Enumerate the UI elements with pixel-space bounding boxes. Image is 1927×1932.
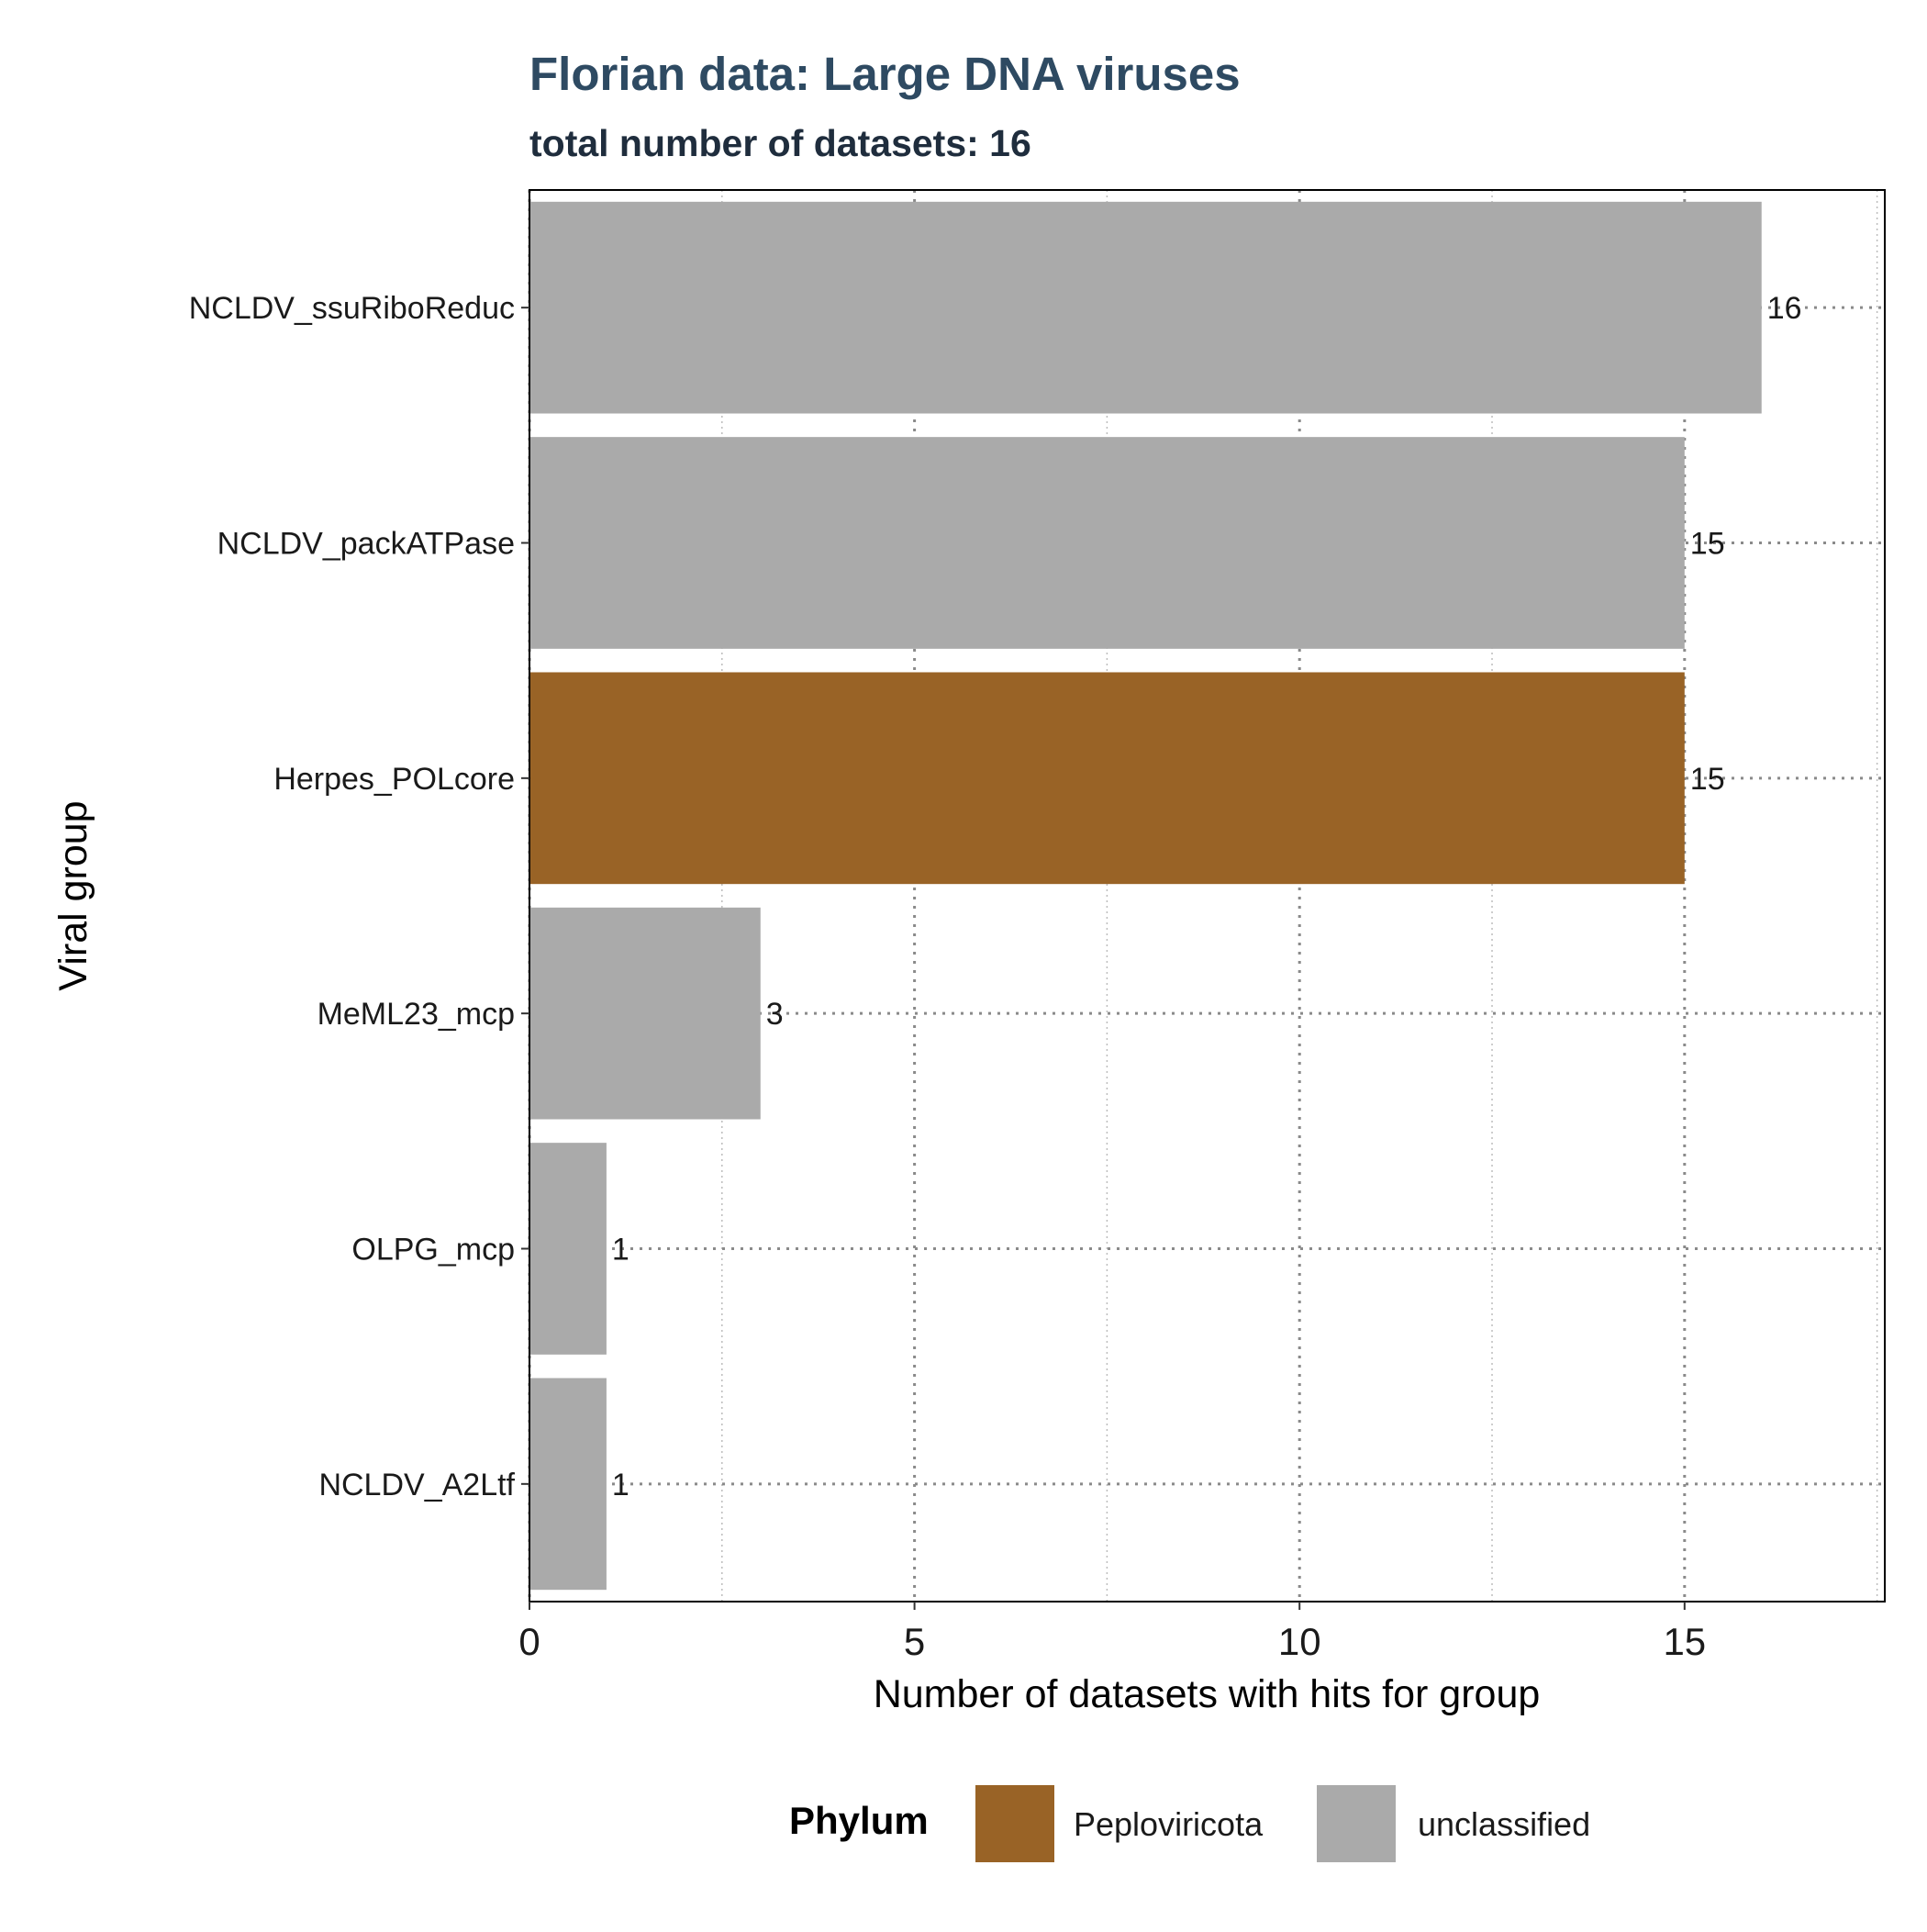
x-tick-label: 15: [1663, 1620, 1706, 1663]
legend-label: unclassified: [1418, 1805, 1590, 1843]
y-tick-label: OLPG_mcp: [351, 1233, 515, 1268]
y-tick-label: NCLDV_A2Ltf: [318, 1468, 515, 1502]
bar-NCLDV_packATPase: [529, 437, 1685, 649]
data-label: 1: [612, 1468, 629, 1502]
data-labels: 16 15 15 3 1 1: [612, 291, 1802, 1502]
chart-title: Florian data: Large DNA viruses: [529, 48, 1241, 100]
x-tick-label: 10: [1278, 1620, 1321, 1663]
x-tick-label: 0: [518, 1620, 540, 1663]
y-tick-label: Herpes_POLcore: [273, 762, 515, 797]
bars: [529, 201, 1762, 1591]
y-tick-label: MeML23_mcp: [317, 997, 515, 1032]
y-tick-label: NCLDV_ssuRiboReduc: [189, 291, 515, 326]
data-label: 15: [1690, 527, 1725, 562]
legend-swatch: [975, 1785, 1054, 1862]
bar-NCLDV_ssuRiboReduc: [529, 201, 1762, 414]
data-label: 15: [1690, 762, 1725, 797]
bar-Herpes_POLcore: [529, 672, 1685, 885]
chart-subtitle: total number of datasets: 16: [529, 122, 1031, 164]
plot-frame: [529, 189, 1886, 1603]
bar-MeML23_mcp: [529, 907, 761, 1120]
legend: Phylum Peploviricota unclassified: [789, 1785, 1590, 1862]
data-label: 3: [766, 997, 784, 1032]
x-tick-label: 5: [904, 1620, 925, 1663]
legend-swatch: [1317, 1785, 1396, 1862]
legend-title: Phylum: [789, 1799, 929, 1842]
x-axis-title: Number of datasets with hits for group: [874, 1672, 1541, 1716]
data-label: 16: [1767, 291, 1802, 326]
x-axis: 0 5 10 15: [518, 1602, 1706, 1663]
legend-label: Peploviricota: [1074, 1805, 1264, 1843]
y-tick-label: NCLDV_packATPase: [217, 527, 515, 562]
bar-OLPG_mcp: [529, 1143, 607, 1355]
data-label: 1: [612, 1233, 629, 1268]
y-axis-title: Viral group: [51, 800, 95, 990]
y-axis: NCLDV_ssuRiboReduc NCLDV_packATPase Herpes…: [189, 291, 529, 1502]
bar-NCLDV_A2Ltf: [529, 1378, 607, 1591]
